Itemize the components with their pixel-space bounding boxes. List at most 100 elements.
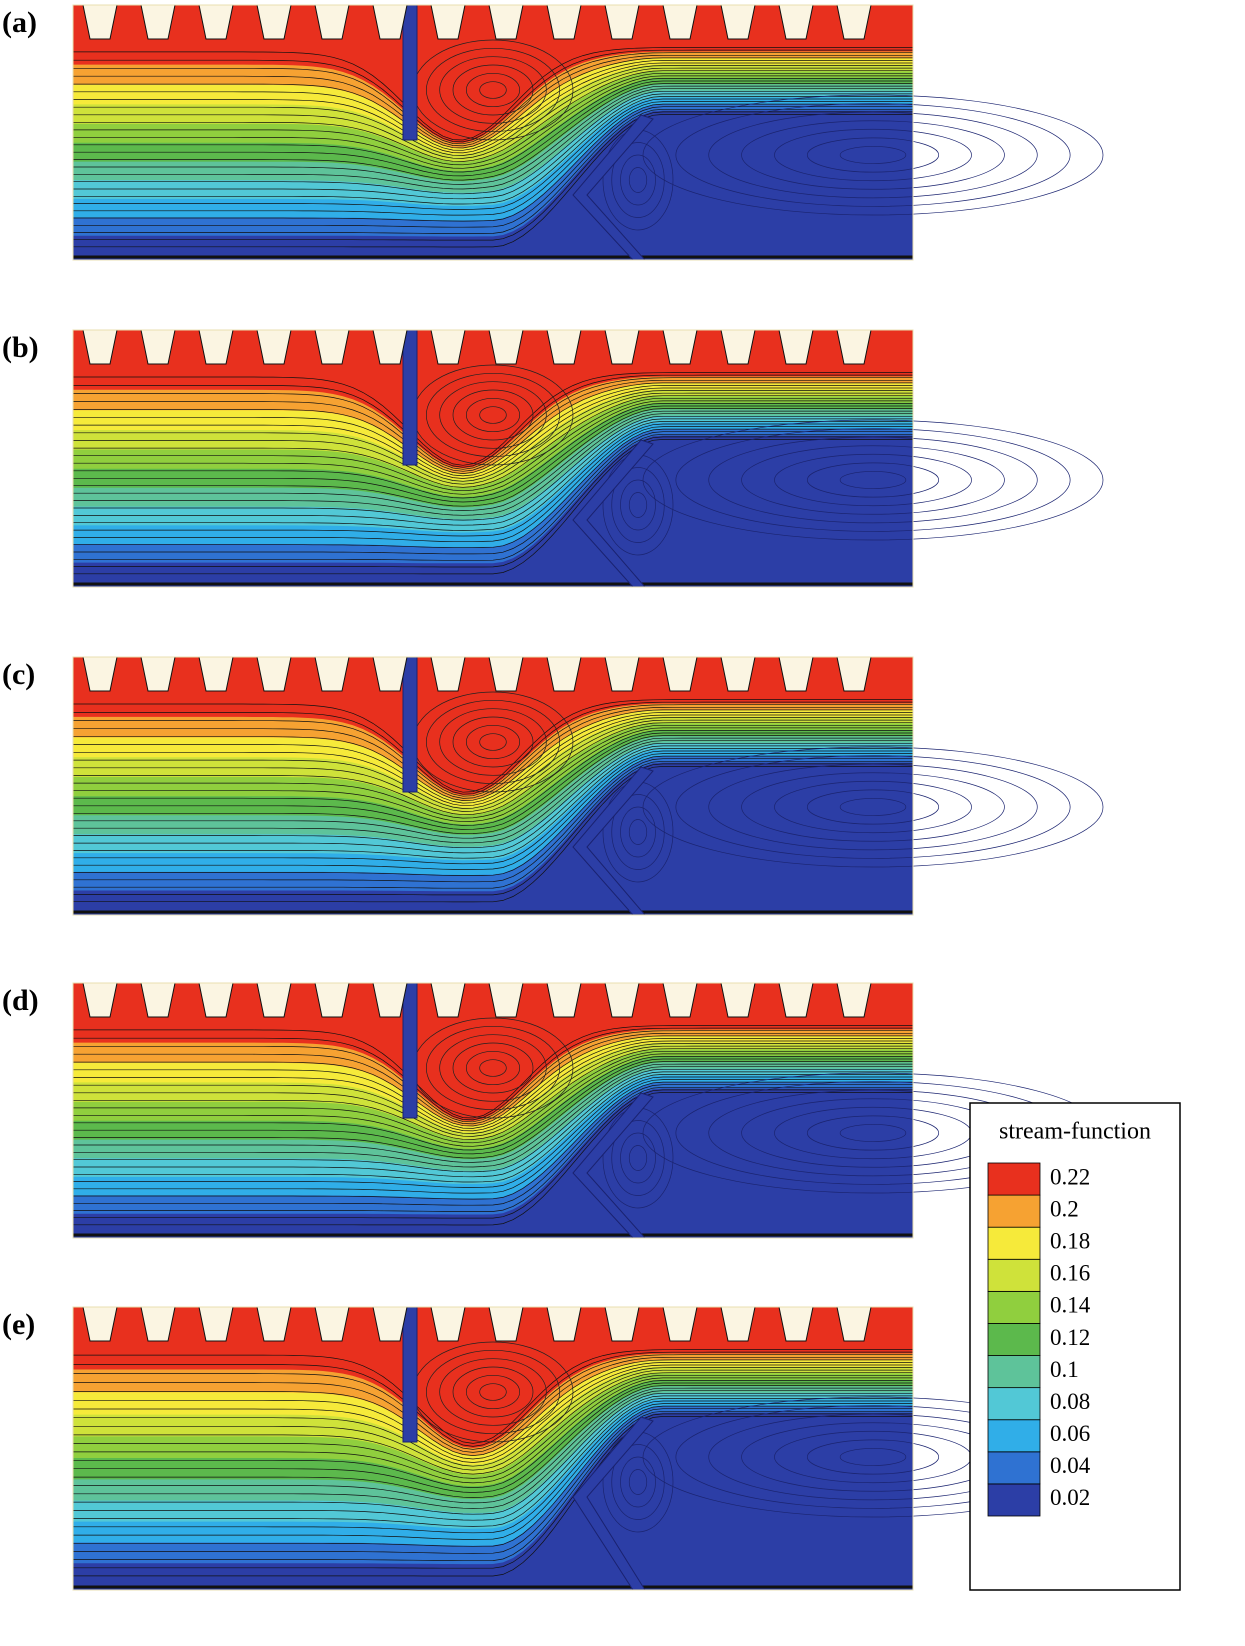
- streamline: [73, 1081, 913, 1200]
- streamline: [73, 426, 913, 543]
- streamline: [73, 418, 913, 526]
- vortex-line: [839, 471, 907, 489]
- streamline: [73, 54, 913, 147]
- contour-band: [73, 657, 913, 796]
- vortex-line: [675, 428, 1071, 532]
- colorbar-tick-label: 0.06: [1050, 1421, 1090, 1446]
- streamline: [73, 1084, 913, 1206]
- streamline: [73, 750, 913, 865]
- vortex-line: [479, 1059, 507, 1077]
- streamline: [73, 1405, 913, 1547]
- streamline: [73, 392, 913, 485]
- vortex-line: [806, 789, 940, 825]
- vertical-plate: [402, 982, 418, 1119]
- colorbar-tick-label: 0.18: [1050, 1229, 1090, 1254]
- panel-frame: [72, 329, 914, 588]
- streamline: [73, 730, 913, 826]
- streamline: [73, 395, 913, 488]
- streamline: [73, 1058, 913, 1155]
- colorbar-band: [987, 1162, 1041, 1196]
- streamline: [73, 701, 913, 795]
- vortex-line: [628, 167, 648, 193]
- vortex-line: [611, 1120, 665, 1196]
- colorbar-band: [987, 1194, 1041, 1228]
- streamline: [73, 1408, 913, 1554]
- vortex-line: [452, 1366, 534, 1418]
- colorbar-tick-label: 0.16: [1050, 1261, 1090, 1286]
- vortex-line: [839, 146, 907, 164]
- streamline: [73, 1354, 913, 1450]
- streamline: [73, 704, 913, 797]
- streamline: [73, 735, 913, 835]
- vortex-line: [479, 406, 507, 424]
- vortex-line: [839, 798, 907, 816]
- streamline: [73, 421, 913, 531]
- streamline: [73, 433, 913, 561]
- colorbar-band: [987, 1258, 1041, 1292]
- vortex-line: [620, 1132, 656, 1184]
- streamline: [73, 114, 913, 248]
- vortex-line: [465, 397, 521, 433]
- contour-band: [73, 1307, 913, 1448]
- streamline: [73, 52, 913, 145]
- streamline: [73, 83, 913, 181]
- vortex-line: [741, 772, 1005, 842]
- vertical-plate: [402, 656, 418, 793]
- streamline: [73, 1053, 913, 1147]
- vortex-line: [439, 381, 547, 449]
- colorbar-tick-label: 0.12: [1050, 1325, 1090, 1350]
- vortex-line: [839, 1124, 907, 1142]
- streamline: [73, 1410, 913, 1562]
- streamline: [73, 1382, 913, 1493]
- vortex-line: [708, 436, 1038, 524]
- vortex-line: [628, 819, 648, 845]
- streamline: [73, 760, 913, 889]
- panel-label: (e): [2, 1308, 35, 1341]
- streamline: [73, 423, 913, 537]
- vortex-line: [439, 1034, 547, 1102]
- vortex-line: [611, 467, 665, 543]
- colorbar-band: [987, 1483, 1041, 1517]
- streamline: [73, 1392, 913, 1515]
- streamline: [73, 1359, 913, 1456]
- vortex-line: [620, 806, 656, 858]
- panel-frame: [72, 656, 914, 916]
- vortex-line: [439, 56, 547, 124]
- streamline: [73, 1068, 913, 1173]
- streamline: [73, 1351, 913, 1447]
- colorbar-band: [987, 1290, 1041, 1324]
- streamline: [73, 737, 913, 839]
- streamline: [73, 65, 913, 156]
- colorbar-band: [987, 1355, 1041, 1389]
- vortex-line: [741, 445, 1005, 515]
- vortex-line: [741, 120, 1005, 190]
- panel-label: (b): [2, 331, 39, 364]
- streamline: [73, 719, 913, 812]
- streamline: [73, 85, 913, 185]
- streamline: [73, 1377, 913, 1484]
- streamline: [73, 740, 913, 844]
- streamline: [73, 96, 913, 205]
- streamline: [73, 47, 913, 141]
- vortex-line: [675, 755, 1071, 859]
- vortex-line: [806, 462, 940, 498]
- streamline: [73, 385, 913, 477]
- streamline: [73, 103, 913, 222]
- colorbar-tick-label: 0.22: [1050, 1164, 1090, 1189]
- streamline: [73, 62, 913, 154]
- streamline: [73, 1367, 913, 1467]
- streamline: [73, 410, 913, 511]
- vortex-line: [425, 1349, 561, 1435]
- streamline: [73, 1403, 913, 1540]
- vortex-line: [479, 733, 507, 751]
- streamline: [73, 1369, 913, 1471]
- streamline: [73, 753, 913, 870]
- streamline: [73, 397, 913, 492]
- vortex-line: [806, 1115, 940, 1151]
- colorbar-band: [987, 1387, 1041, 1421]
- streamline: [73, 1050, 913, 1144]
- streamline: [73, 1416, 913, 1577]
- streamline: [73, 1032, 913, 1125]
- contour-band: [73, 330, 913, 469]
